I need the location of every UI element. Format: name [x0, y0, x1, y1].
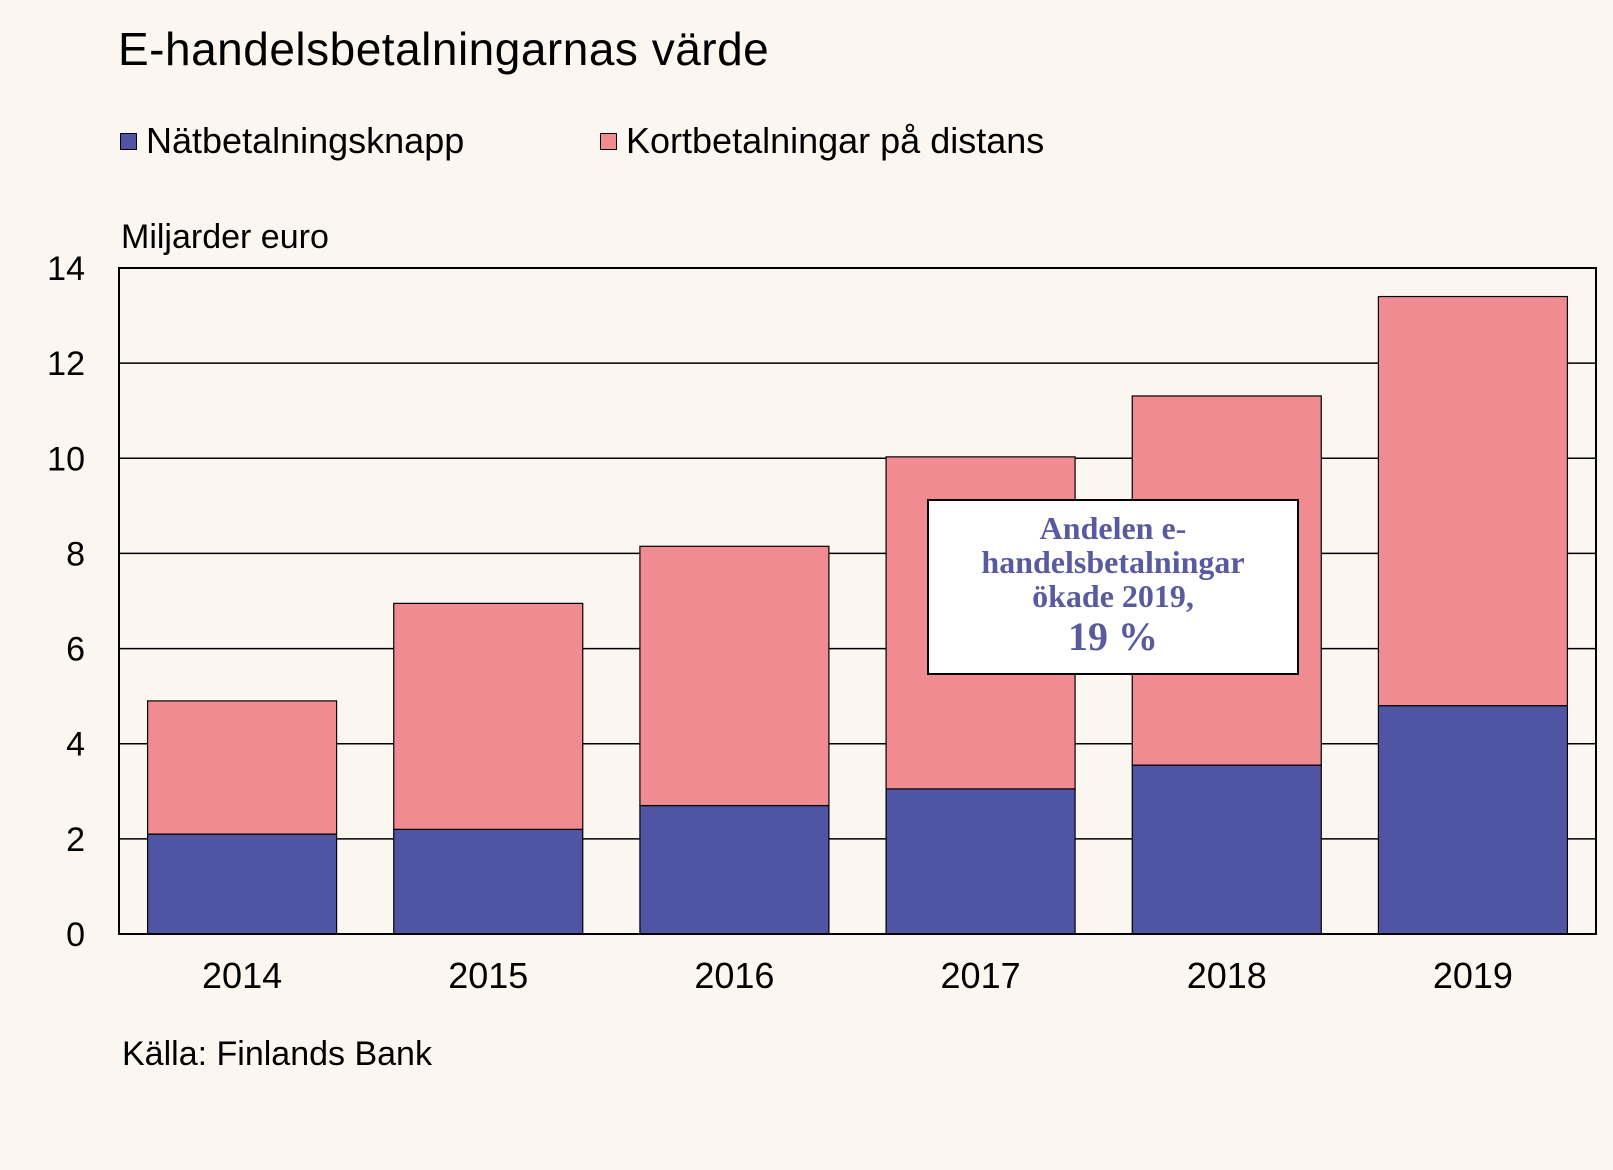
legend: Nätbetalningsknapp Kortbetalningar på di… [0, 120, 1613, 170]
x-tick-label: 2015 [448, 955, 528, 996]
x-tick-label: 2018 [1187, 955, 1267, 996]
bar-kortbetalningar [1377, 295, 1569, 707]
x-tick-label: 2014 [202, 955, 282, 996]
annotation-highlight: 19 % [1068, 614, 1158, 659]
y-tick-label: 2 [66, 821, 85, 859]
annotation-line: handelsbetalningar [981, 544, 1245, 580]
annotation-box: Andelen e- handelsbetalningar ökade 2019… [927, 499, 1299, 675]
bar-natbetalningsknapp [146, 833, 338, 935]
y-tick-label: 4 [66, 726, 85, 764]
plot-frame [118, 267, 1597, 935]
y-tick-label: 10 [47, 440, 85, 478]
bar-natbetalningsknapp [393, 828, 584, 935]
legend-item-natbetalningsknapp: Nätbetalningsknapp [120, 120, 464, 162]
y-unit-label: Miljarder euro [121, 218, 329, 256]
bar-natbetalningsknapp [885, 788, 1076, 935]
bar-kortbetalningar [146, 700, 338, 835]
legend-swatch-natbetalningsknapp [120, 132, 137, 150]
x-tick-label: 2019 [1433, 955, 1513, 996]
bar-natbetalningsknapp [1377, 705, 1569, 935]
y-tick-label: 14 [47, 250, 85, 288]
y-tick-label: 0 [66, 916, 85, 954]
x-tick-label: 2016 [694, 955, 774, 996]
legend-label: Kortbetalningar på distans [626, 120, 1045, 161]
legend-swatch-kortbetalningar [600, 132, 617, 150]
bar-kortbetalningar [639, 545, 830, 807]
legend-item-kortbetalningar: Kortbetalningar på distans [600, 120, 1044, 162]
annotation-line: Andelen e- [1039, 510, 1187, 546]
y-tick-label: 8 [66, 535, 85, 573]
annotation-line: ökade 2019, [1032, 578, 1194, 614]
y-tick-label: 6 [66, 631, 85, 669]
y-tick-label: 12 [47, 345, 85, 383]
source-note: Källa: Finlands Bank [122, 1035, 432, 1073]
x-tick-label: 2017 [941, 955, 1021, 996]
bar-natbetalningsknapp [639, 804, 830, 935]
bar-kortbetalningar [393, 602, 584, 830]
bar-natbetalningsknapp [1131, 764, 1322, 935]
legend-label: Nätbetalningsknapp [146, 120, 465, 161]
chart-title: E-handelsbetalningarnas värde [118, 23, 770, 75]
